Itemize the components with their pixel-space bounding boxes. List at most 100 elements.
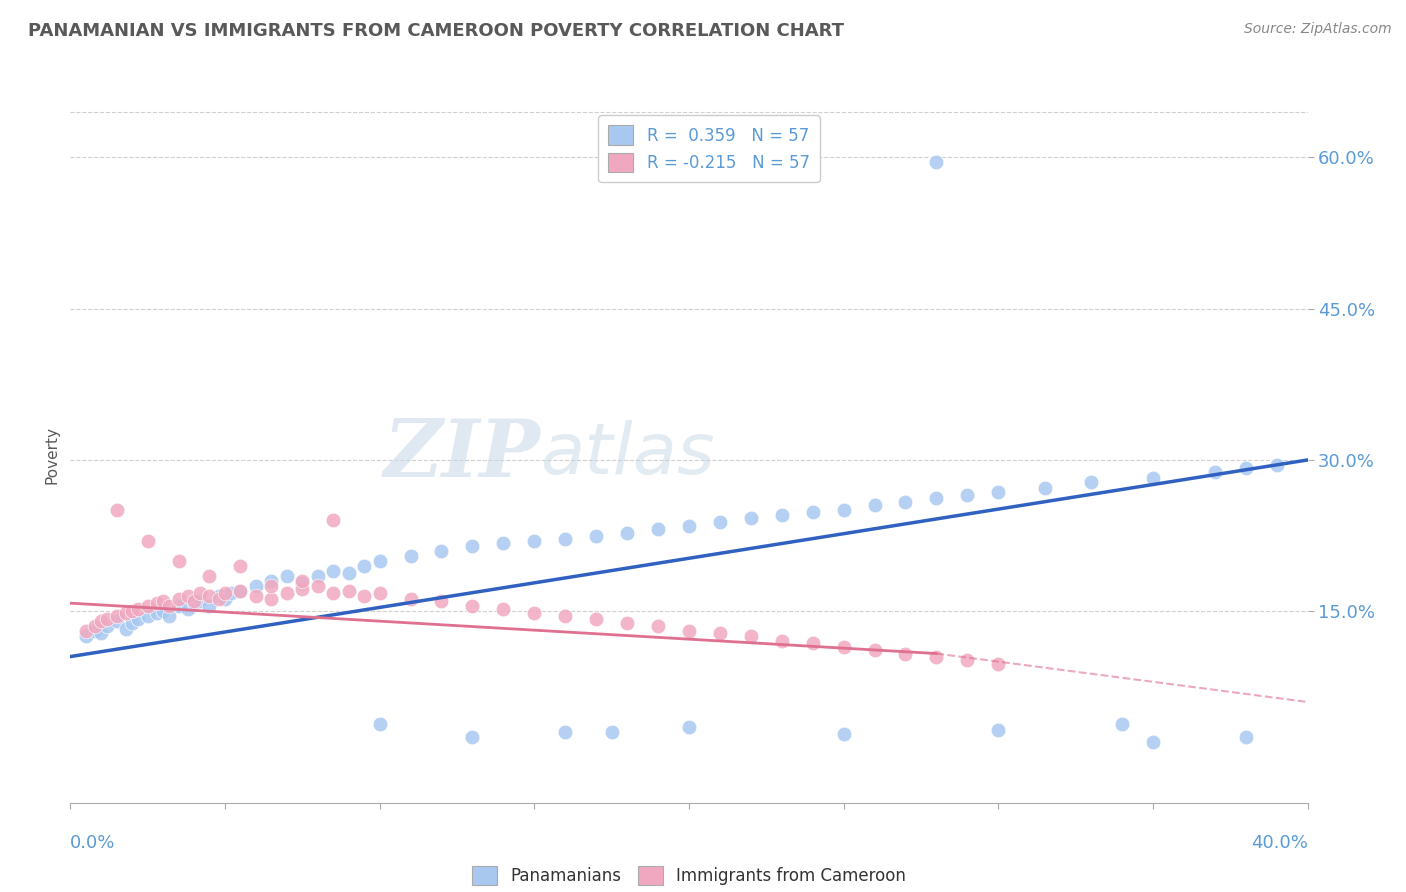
Point (183, 594, 205, 608)
Point (157, 609, 180, 624)
Point (523, 533, 546, 548)
Point (600, 725, 623, 739)
Point (127, 602, 149, 616)
Point (430, 543, 453, 558)
Point (75, 629, 97, 643)
Point (167, 554, 190, 568)
Y-axis label: Poverty: Poverty (44, 425, 59, 484)
Point (229, 584, 252, 599)
Point (925, 649, 948, 664)
Point (307, 579, 329, 593)
Point (291, 574, 314, 588)
Point (121, 616, 143, 631)
Point (214, 592, 236, 607)
Point (461, 539, 484, 553)
Point (678, 518, 700, 533)
Point (368, 586, 391, 600)
Text: ZIP: ZIP (384, 417, 540, 493)
Point (276, 569, 298, 583)
Point (214, 586, 236, 600)
Point (96, 619, 118, 633)
Point (740, 629, 762, 643)
Point (260, 579, 283, 593)
Point (198, 599, 221, 614)
Point (291, 582, 314, 596)
Point (368, 554, 391, 568)
Point (554, 532, 576, 546)
Point (177, 589, 200, 603)
Point (1234, 461, 1257, 475)
Point (136, 533, 159, 548)
Point (84, 624, 107, 639)
Point (616, 616, 638, 631)
Point (832, 640, 855, 654)
Point (1142, 471, 1164, 485)
Point (925, 491, 948, 506)
Point (492, 535, 515, 549)
Point (987, 485, 1010, 500)
Point (832, 503, 855, 517)
Point (208, 589, 231, 603)
Point (647, 619, 669, 633)
Point (322, 513, 344, 527)
Point (198, 569, 221, 583)
Point (260, 574, 283, 588)
Point (229, 584, 252, 599)
Point (84, 619, 107, 633)
Point (956, 652, 979, 666)
Legend: Panamanians, Immigrants from Cameroon: Panamanians, Immigrants from Cameroon (465, 859, 912, 892)
Point (678, 720, 700, 734)
Point (353, 589, 375, 603)
Point (1234, 731, 1257, 745)
Point (399, 592, 422, 607)
Point (1080, 475, 1102, 490)
Point (337, 584, 360, 599)
Point (96, 612, 118, 626)
Point (709, 516, 731, 530)
Point (770, 508, 793, 523)
Point (229, 558, 252, 573)
Point (307, 569, 329, 583)
Point (188, 586, 211, 600)
Point (492, 602, 515, 616)
Point (152, 594, 174, 608)
Point (188, 594, 211, 608)
Point (925, 155, 948, 169)
Point (146, 596, 169, 610)
Point (167, 592, 190, 607)
Point (115, 623, 138, 637)
Point (177, 602, 200, 616)
Point (322, 586, 344, 600)
Point (832, 727, 855, 741)
Point (245, 579, 267, 593)
Point (368, 717, 391, 731)
Point (1111, 717, 1133, 731)
Point (183, 596, 205, 610)
Point (245, 589, 267, 603)
Point (337, 566, 360, 580)
Point (554, 609, 576, 624)
Point (105, 609, 128, 624)
Point (353, 558, 375, 573)
Point (956, 488, 979, 502)
Point (461, 599, 484, 614)
Point (121, 604, 143, 618)
Point (894, 495, 917, 509)
Point (987, 657, 1010, 671)
Point (863, 499, 886, 513)
Point (616, 525, 638, 540)
Point (894, 647, 917, 661)
Point (1033, 481, 1056, 495)
Point (322, 564, 344, 578)
Point (740, 511, 762, 525)
Text: atlas: atlas (540, 420, 716, 490)
Point (801, 636, 824, 650)
Point (75, 624, 97, 639)
Point (90, 615, 112, 629)
Point (146, 606, 169, 620)
Text: PANAMANIAN VS IMMIGRANTS FROM CAMEROON POVERTY CORRELATION CHART: PANAMANIAN VS IMMIGRANTS FROM CAMEROON P… (28, 22, 844, 40)
Point (219, 586, 242, 600)
Point (1142, 735, 1164, 749)
Point (276, 586, 298, 600)
Point (647, 522, 669, 536)
